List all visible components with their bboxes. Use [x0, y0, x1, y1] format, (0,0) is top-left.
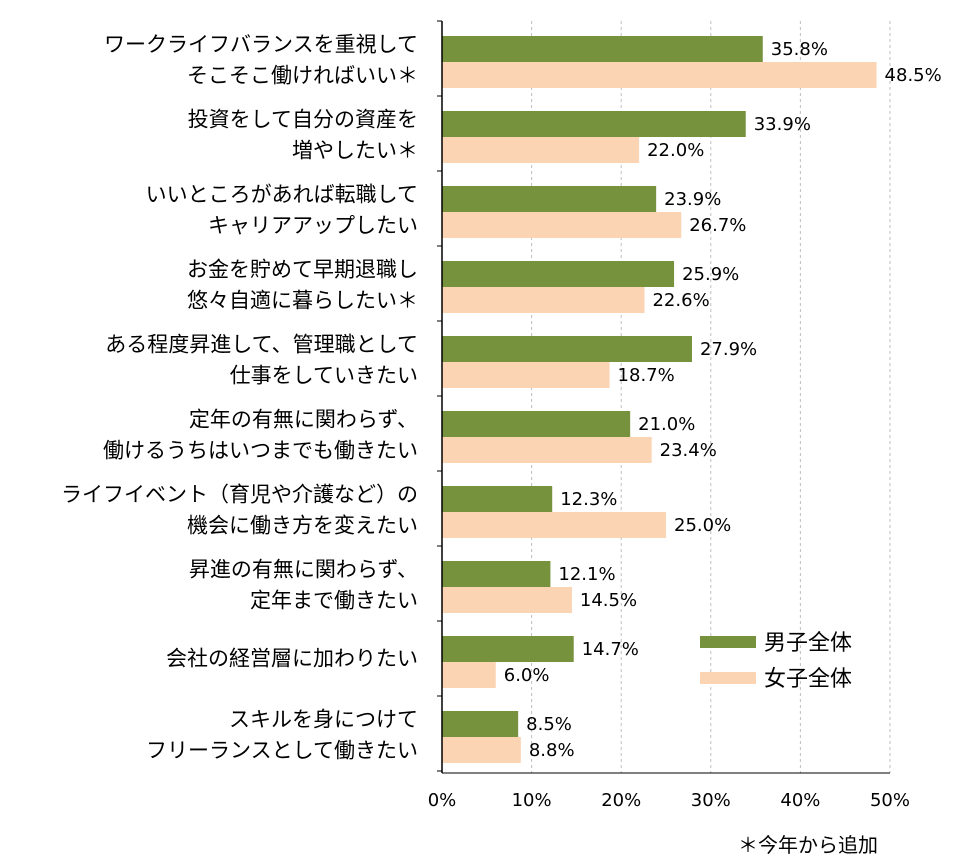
category-label: 働けるうちはいつまでも働きたい: [103, 439, 418, 463]
bar-female: [442, 737, 521, 763]
value-label-female: 26.7%: [689, 215, 746, 236]
category-label: 機会に働き方を変えたい: [187, 514, 418, 538]
value-label-male: 27.9%: [700, 339, 757, 360]
value-label-female: 23.4%: [660, 440, 717, 461]
footnote: ＊今年から追加: [738, 833, 878, 857]
value-label-male: 8.5%: [526, 714, 572, 735]
value-label-female: 22.0%: [647, 140, 704, 161]
legend-swatch-male: [700, 636, 756, 648]
axes: [437, 20, 890, 774]
category-label: ある程度昇進して、管理職として: [105, 333, 418, 357]
legend-swatch-female: [700, 672, 756, 684]
category-label: いいところがあれば転職して: [146, 183, 418, 207]
bar-male: [442, 261, 675, 287]
category-label: ワークライフバランスを重視して: [104, 33, 418, 57]
value-label-male: 12.3%: [560, 489, 617, 510]
bar-male: [442, 36, 763, 62]
category-label: スキルを身につけて: [229, 708, 418, 732]
bars: [442, 36, 877, 763]
value-label-male: 23.9%: [664, 189, 721, 210]
bar-female: [442, 62, 877, 88]
value-labels: 35.8% 48.5% 33.9% 22.0% 23.9% 26.7% 25.9% 22.6%…: [504, 39, 942, 761]
category-label: 昇進の有無に関わらず、: [189, 558, 418, 582]
bar-female: [442, 212, 682, 238]
category-label: お金を貯めて早期退職し: [187, 258, 418, 282]
value-label-male: 33.9%: [754, 114, 811, 135]
legend: 男子全体 女子全体: [700, 631, 852, 692]
bar-male: [442, 711, 519, 737]
category-label: ライフイベント（育児や介護など）の: [61, 483, 418, 507]
category-label: 定年まで働きたい: [250, 589, 418, 613]
bar-female: [442, 512, 666, 538]
x-tick-labels: 0% 10% 20% 30% 40% 50%: [428, 790, 910, 811]
bar-male: [442, 336, 692, 362]
legend-label-male: 男子全体: [764, 631, 852, 656]
bar-male: [442, 411, 631, 437]
x-tick-label: 10%: [512, 790, 552, 811]
category-label: 悠々自適に暮らしたい＊: [187, 289, 418, 313]
value-label-female: 6.0%: [504, 665, 550, 686]
bar-female: [442, 437, 652, 463]
value-label-female: 22.6%: [652, 290, 709, 311]
bar-male: [442, 111, 746, 137]
bar-female: [442, 137, 640, 163]
bar-female: [442, 362, 610, 388]
value-label-female: 48.5%: [885, 65, 942, 86]
category-label: キャリアアップしたい: [208, 214, 418, 238]
bar-female: [442, 287, 645, 313]
category-label: そこそこ働ければいい＊: [187, 64, 418, 88]
value-label-male: 14.7%: [582, 639, 639, 660]
x-tick-label: 0%: [428, 790, 457, 811]
category-label: 仕事をしていきたい: [230, 364, 418, 388]
x-tick-label: 20%: [601, 790, 641, 811]
category-label: 会社の経営層に加わりたい: [166, 647, 418, 671]
value-label-male: 25.9%: [682, 264, 739, 285]
value-label-female: 14.5%: [580, 590, 637, 611]
value-label-female: 25.0%: [674, 515, 731, 536]
bar-male: [442, 186, 657, 212]
bar-female: [442, 662, 496, 688]
value-label-male: 12.1%: [558, 564, 615, 585]
bar-male: [442, 561, 551, 587]
value-label-female: 18.7%: [618, 365, 675, 386]
bar-male: [442, 636, 574, 662]
category-label: 定年の有無に関わらず、: [189, 408, 418, 432]
x-tick-label: 40%: [780, 790, 820, 811]
value-label-male: 21.0%: [638, 414, 695, 435]
category-label: 投資をして自分の資産を: [188, 108, 418, 132]
value-label-male: 35.8%: [771, 39, 828, 60]
x-tick-label: 30%: [691, 790, 731, 811]
legend-label-female: 女子全体: [764, 667, 852, 692]
category-label: フリーランスとして働きたい: [146, 739, 418, 763]
bar-female: [442, 587, 572, 613]
bar-male: [442, 486, 553, 512]
x-tick-label: 50%: [870, 790, 910, 811]
category-label: 増やしたい＊: [292, 139, 418, 163]
value-label-female: 8.8%: [529, 740, 575, 761]
